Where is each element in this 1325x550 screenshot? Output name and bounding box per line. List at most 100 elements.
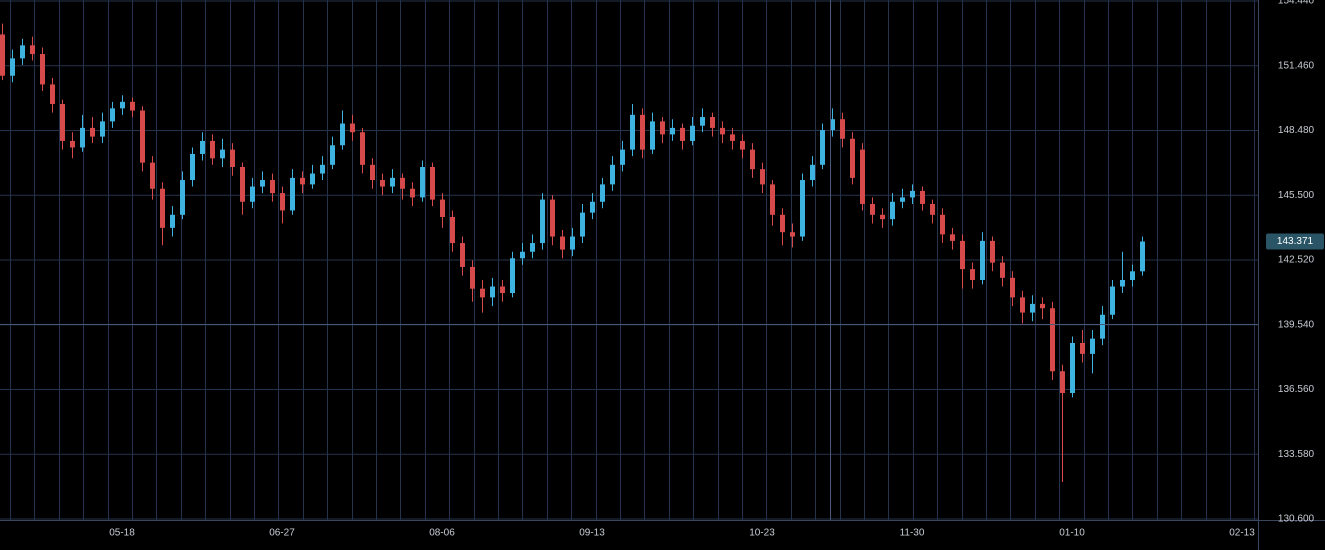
candle-body [1030, 303, 1035, 313]
candle-body [800, 180, 805, 237]
candle-body [330, 145, 335, 165]
candle-body [900, 197, 905, 202]
candle-body [500, 286, 505, 294]
candle-body [760, 169, 765, 185]
x-tick-label: 02-13 [1229, 528, 1255, 539]
candle-body [380, 180, 385, 187]
candle-body [540, 199, 545, 244]
candle-body [730, 134, 735, 141]
x-tick-label: 11-30 [900, 528, 925, 539]
candle-body [530, 243, 535, 252]
candle-body [1130, 271, 1135, 280]
candle-body [1020, 297, 1025, 313]
candle-body [60, 103, 65, 141]
x-tick-label: 10-23 [749, 528, 775, 539]
candle-body [720, 127, 725, 135]
candle-body [0, 34, 5, 76]
candle-body [350, 123, 355, 133]
candle-body [1010, 277, 1015, 298]
candle-body [890, 201, 895, 220]
candle-body [940, 214, 945, 235]
candle-body [450, 216, 455, 244]
candle-body [360, 132, 365, 165]
candle-body [310, 173, 315, 185]
candle-body [410, 188, 415, 198]
candle-body [750, 149, 755, 170]
candle-body [660, 121, 665, 135]
y-tick-label: 154.440 [1278, 0, 1315, 7]
candle-body [1070, 343, 1075, 393]
candle-body [490, 286, 495, 298]
candle-body [130, 101, 135, 111]
candle-body [210, 140, 215, 159]
y-tick-label: 151.460 [1278, 60, 1315, 71]
candle-body [790, 232, 795, 237]
candle-body [1090, 338, 1095, 354]
candle-body [280, 193, 285, 211]
candle-body [40, 54, 45, 85]
candle-body [110, 108, 115, 122]
candle-body [1000, 262, 1005, 278]
candle-body [200, 140, 205, 154]
candle-body [920, 190, 925, 204]
candle-body [960, 240, 965, 270]
candle-body [930, 203, 935, 215]
candle-body [810, 164, 815, 181]
candle-body [390, 177, 395, 187]
y-tick-label: 136.560 [1278, 384, 1315, 395]
candle-body [850, 138, 855, 178]
candle-body [440, 199, 445, 217]
candle-body [140, 110, 145, 163]
x-tick-label: 06-27 [269, 528, 295, 539]
candle-body [400, 177, 405, 189]
x-tick-label: 09-13 [579, 528, 605, 539]
candle-body [560, 236, 565, 250]
candle-body [570, 236, 575, 250]
candle-body [470, 266, 475, 289]
candle-body [640, 114, 645, 150]
candle-body [710, 117, 715, 128]
x-tick-label: 08-06 [429, 528, 455, 539]
candle-body [180, 180, 185, 215]
candle-body [80, 127, 85, 148]
candle-body [100, 121, 105, 137]
candle-body [220, 149, 225, 159]
candle-body [1110, 286, 1115, 315]
candle-body [630, 114, 635, 150]
candle-body [820, 130, 825, 165]
candle-body [250, 186, 255, 202]
candle-body [590, 201, 595, 213]
candle-body [1140, 241, 1145, 272]
candle-body [190, 153, 195, 181]
candle-body [320, 164, 325, 174]
candle-body [120, 101, 125, 109]
candle-body [90, 127, 95, 137]
candle-body [340, 123, 345, 146]
candle-body [370, 164, 375, 181]
candle-body [1040, 303, 1045, 309]
candle-body [290, 177, 295, 211]
candle-body [460, 243, 465, 267]
candle-body [620, 149, 625, 165]
candle-body [780, 214, 785, 233]
candle-body [990, 240, 995, 263]
candle-body [1080, 343, 1085, 354]
candle-body [1050, 308, 1055, 372]
candle-body [230, 149, 235, 168]
candle-body [690, 125, 695, 141]
candle-body [970, 269, 975, 280]
candle-body [30, 45, 35, 55]
candle-body [480, 288, 485, 298]
price-tag-label: 143.371 [1277, 236, 1314, 247]
candle-body [170, 214, 175, 228]
candle-body [870, 203, 875, 215]
candle-body [510, 258, 515, 294]
candle-body [550, 199, 555, 237]
y-tick-label: 148.480 [1278, 125, 1315, 136]
y-tick-label: 145.500 [1278, 190, 1315, 201]
candle-body [610, 164, 615, 185]
candle-body [650, 121, 655, 150]
y-tick-label: 139.540 [1278, 319, 1315, 330]
